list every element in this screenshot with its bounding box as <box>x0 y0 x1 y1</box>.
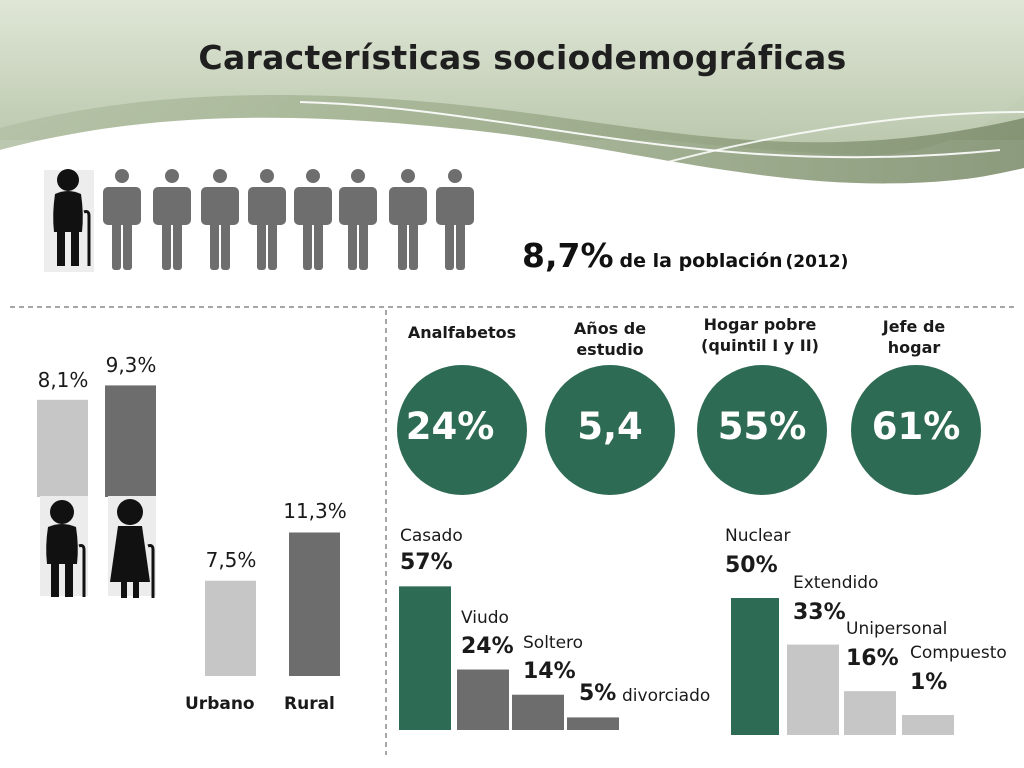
household-bar-1 <box>787 644 839 735</box>
headline-year: (2012) <box>785 252 849 272</box>
marital-bar-2 <box>512 694 564 730</box>
area-bar-1 <box>289 532 340 676</box>
marital-category-1: Viudo <box>461 607 509 628</box>
household-bar-0 <box>731 598 779 735</box>
elderly-woman-icon <box>108 496 156 598</box>
indicator-circle-anos <box>545 365 675 495</box>
headline-text: de la población <box>619 250 783 272</box>
household-value-2: 16% <box>846 646 899 672</box>
headline-value: 8,7% <box>522 236 614 275</box>
sex-bar-value-0: 8,1% <box>37 367 89 392</box>
household-category-0: Nuclear <box>725 526 791 546</box>
household-value-3: 1% <box>910 670 948 695</box>
marital-category-3: divorciado <box>622 686 711 707</box>
household-bar-3 <box>902 715 954 735</box>
slide-title: Características sociodemográficas <box>198 38 847 77</box>
indicator-circle-jefe <box>851 365 981 495</box>
household-value-0: 50% <box>725 553 778 578</box>
household-category-2: Unipersonal <box>846 619 948 640</box>
elderly-man-icon <box>40 496 88 597</box>
household-category-1: Extendido <box>793 572 879 593</box>
marital-category-2: Soltero <box>523 632 584 653</box>
decor-line-1 <box>299 101 1001 159</box>
indicator-value-analfabetos: 24% <box>405 405 495 448</box>
marital-value-2: 14% <box>523 658 576 684</box>
marital-category-0: Casado <box>400 526 463 547</box>
person-icon <box>389 169 427 270</box>
headline-stat: 8,7% de la población (2012) <box>522 236 848 275</box>
indicator-value-hogar: 55% <box>717 405 807 448</box>
marital-bar-3 <box>567 717 619 730</box>
area-category-1: Rural <box>284 694 335 714</box>
indicator-circle-hogar <box>697 365 827 495</box>
person-icon <box>153 169 191 270</box>
household-category-3: Compuesto <box>910 643 1007 663</box>
caption-anos-estudio: Años de estudio <box>573 319 647 359</box>
area-category-0: Urbano <box>185 694 255 714</box>
indicator-value-anos: 5,4 <box>577 405 643 448</box>
caption-jefe-hogar: Jefe de hogar <box>882 317 946 357</box>
person-icon <box>248 169 286 270</box>
indicator-value-jefe: 61% <box>871 405 961 448</box>
marital-value-3: 5% <box>579 681 617 707</box>
person-icon <box>294 169 332 270</box>
person-icon <box>103 169 141 270</box>
population-figures <box>44 169 474 272</box>
caption-analfabetos: Analfabetos <box>407 323 517 342</box>
person-icon <box>339 169 377 270</box>
person-icon <box>436 169 474 270</box>
person-icon <box>201 169 239 270</box>
marital-value-1: 24% <box>461 633 514 659</box>
header-band-top <box>0 0 1024 156</box>
area-bar-value-0: 7,5% <box>205 547 257 572</box>
household-value-1: 33% <box>793 599 846 625</box>
household-bar-2 <box>844 691 896 735</box>
indicator-circle-analfabetos <box>397 365 527 495</box>
sex-bar-1 <box>105 385 156 497</box>
sex-bar-0 <box>37 399 88 497</box>
decor-line-2 <box>619 111 1024 176</box>
sex-bar-value-1: 9,3% <box>105 353 157 378</box>
marital-value-0: 57% <box>400 550 453 576</box>
marital-bar-1 <box>457 669 509 730</box>
marital-bar-0 <box>399 586 451 730</box>
elderly-man-icon <box>53 169 91 266</box>
area-bar-value-1: 11,3% <box>283 499 347 524</box>
caption-hogar-pobre: Hogar pobre (quintil I y II) <box>701 315 819 355</box>
area-bar-0 <box>205 580 256 676</box>
